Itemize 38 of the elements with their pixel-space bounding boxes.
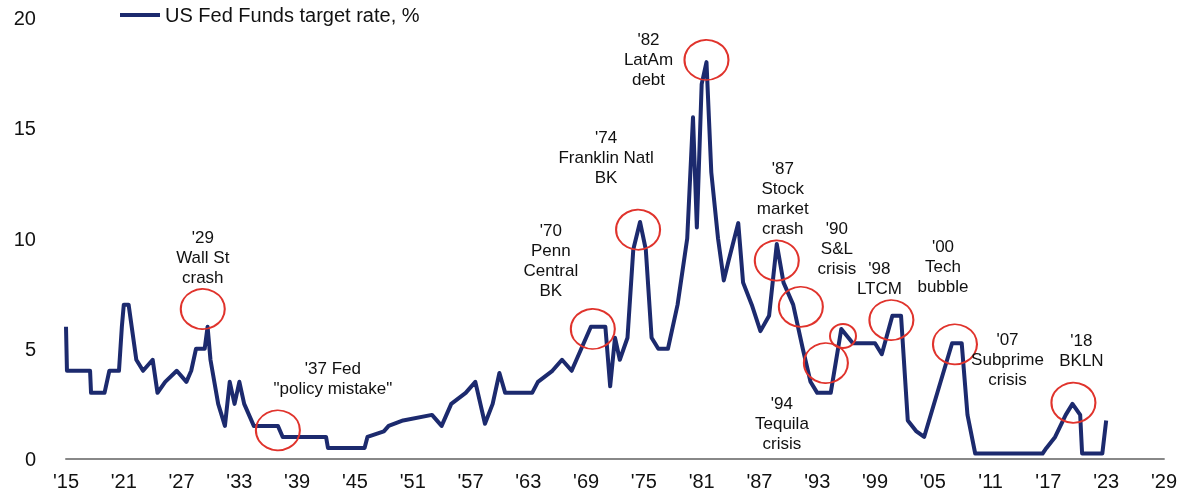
y-tick-label: 20 [13, 7, 36, 29]
x-tick-label: '93 [804, 470, 831, 492]
x-tick-label: '39 [284, 470, 311, 492]
x-tick-label: '11 [978, 470, 1003, 492]
x-tick-label: '81 [688, 470, 715, 492]
x-tick-label: '15 [52, 470, 80, 492]
y-tick-label: 15 [13, 117, 36, 140]
y-tick-label: 10 [13, 227, 36, 250]
annotation: '94 Tequila crisis [754, 393, 810, 453]
x-tick-label: '05 [919, 470, 946, 492]
x-tick-label: '75 [630, 470, 657, 492]
annotation: '70 Penn Central BK [523, 221, 579, 301]
x-tick-label: '99 [861, 470, 889, 492]
x-tick-label: '63 [515, 470, 542, 492]
x-tick-label: '69 [573, 470, 600, 492]
annotation: '07 Subprime crisis [971, 330, 1044, 390]
y-tick-label: 5 [24, 337, 36, 360]
annotation: '37 Fed "policy mistake" [273, 358, 393, 398]
x-tick-label: '29 [1150, 470, 1178, 492]
x-tick-label: '33 [226, 470, 253, 492]
annotation: '74 Franklin Natl BK [558, 128, 654, 188]
x-tick-label: '21 [110, 470, 137, 492]
x-tick-label: '51 [399, 470, 426, 492]
x-tick-label: '27 [168, 470, 195, 492]
x-tick-label: '45 [341, 470, 368, 492]
annotation: '29 Wall St crash [176, 227, 230, 287]
legend-label: US Fed Funds target rate, % [165, 4, 420, 26]
annotation: '87 Stock market crash [756, 159, 810, 239]
y-tick-label: 0 [24, 448, 36, 470]
x-tick-label: '57 [457, 470, 484, 492]
x-tick-label: '17 [1035, 470, 1062, 492]
annotation: '18 BKLN [1059, 331, 1104, 371]
x-tick-label: '23 [1093, 470, 1120, 492]
annotation: '82 LatAm debt [623, 30, 674, 90]
annotation: '98 LTCM [856, 258, 902, 298]
x-tick-label: '87 [746, 470, 773, 492]
annotation: '00 Tech bubble [917, 236, 969, 296]
annotation: '90 S&L crisis [817, 219, 857, 279]
